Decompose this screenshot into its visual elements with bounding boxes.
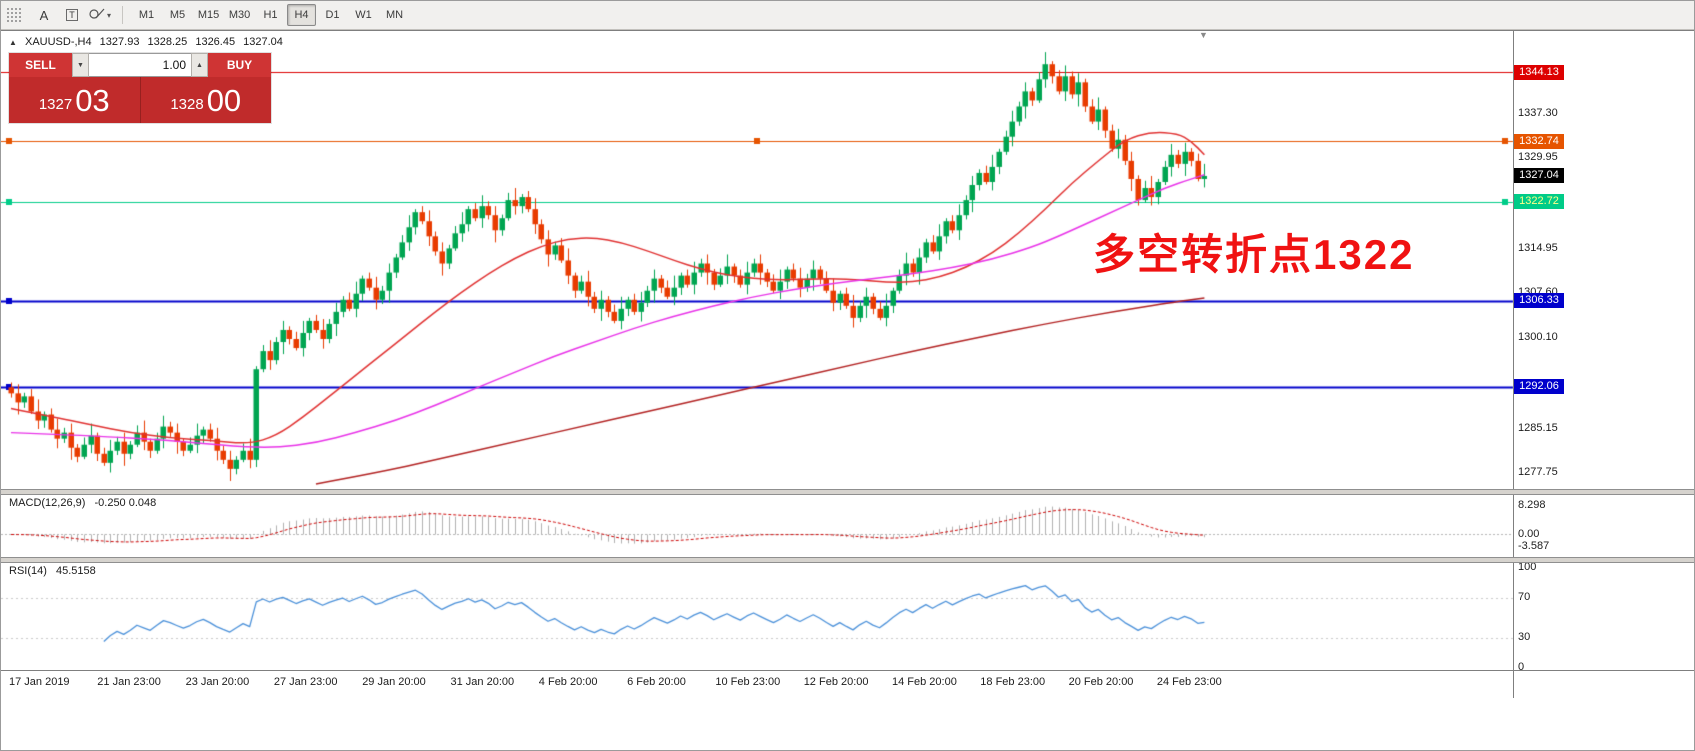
timeframe-MN[interactable]: MN (385, 9, 404, 21)
text-label-icon: T (66, 9, 78, 21)
close-value: 1327.04 (243, 36, 283, 48)
macd-label: MACD(12,26,9) -0.250 0.048 (9, 497, 162, 509)
price-axis-separator (1513, 31, 1514, 698)
symbol-marker-icon: ▲ (9, 38, 17, 47)
letter-a-icon: A (39, 7, 49, 23)
toolbar-separator (122, 6, 124, 24)
macd-values: -0.250 0.048 (94, 497, 157, 509)
text-annotation-button[interactable]: A (32, 4, 56, 26)
high-value: 1328.25 (147, 36, 188, 48)
shapes-icon (89, 7, 105, 23)
symbol-timeframe-label: XAUUSD-,H4 (24, 36, 92, 48)
volume-decrement-button[interactable]: ▼ (72, 53, 89, 77)
timeframe-M30[interactable]: M30 (228, 9, 251, 21)
toolbar-drag-handle-icon[interactable] (6, 7, 22, 23)
toolbar: A T ▾ M1 M5 M15 M30 H1 H4 D1 W1 MN (1, 1, 1694, 30)
chart-top-border (1, 30, 1694, 31)
sell-price-main: 1327 (38, 96, 73, 113)
chevron-down-icon: ▾ (107, 10, 112, 20)
text-label-button[interactable]: T (60, 4, 84, 26)
chart-annotation-text: 多空转折点1322 (1093, 231, 1415, 278)
timeframe-M1[interactable]: M1 (138, 9, 155, 21)
buy-price-display[interactable]: 1328 00 (141, 77, 272, 123)
timeframe-M5[interactable]: M5 (169, 9, 186, 21)
rsi-name: RSI(14) (9, 565, 47, 577)
volume-increment-button[interactable]: ▲ (191, 53, 208, 77)
chart-ohlc-header: ▲ XAUUSD-,H4 1327.93 1328.25 1326.45 132… (9, 36, 288, 48)
timeframe-group: M1 M5 M15 M30 H1 H4 D1 W1 MN (131, 4, 410, 26)
shapes-dropdown-button[interactable]: ▾ (88, 4, 112, 26)
timeframe-H4[interactable]: H4 (287, 4, 317, 26)
rsi-label: RSI(14) 45.5158 (9, 565, 102, 577)
one-click-trade-panel: SELL ▼ ▲ BUY 1327 03 1328 00 (9, 53, 271, 123)
buy-price-main: 1328 (170, 96, 204, 113)
time-axis-border (1, 670, 1694, 671)
rsi-value: 45.5158 (55, 565, 96, 577)
timeframe-W1[interactable]: W1 (355, 9, 372, 21)
sell-price-display[interactable]: 1327 03 (9, 77, 141, 123)
chart-shift-marker-icon[interactable]: ▼ (1199, 30, 1208, 40)
macd-name: MACD(12,26,9) (9, 497, 86, 509)
open-value: 1327.93 (99, 36, 140, 48)
timeframe-H1[interactable]: H1 (263, 9, 278, 21)
buy-price-pips: 00 (206, 82, 242, 118)
sell-button[interactable]: SELL (9, 53, 72, 77)
low-value: 1326.45 (195, 36, 236, 48)
volume-input[interactable] (89, 53, 191, 77)
sell-price-pips: 03 (75, 82, 110, 118)
rsi-panel-resize-divider[interactable] (1, 557, 1694, 563)
buy-button[interactable]: BUY (208, 53, 271, 77)
timeframe-D1[interactable]: D1 (325, 9, 340, 21)
timeframe-M15[interactable]: M15 (197, 9, 220, 21)
macd-panel-resize-divider[interactable] (1, 489, 1694, 495)
